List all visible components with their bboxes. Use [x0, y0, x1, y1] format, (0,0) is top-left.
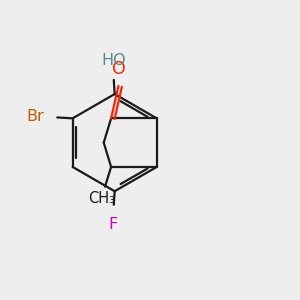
Text: Br: Br	[27, 110, 45, 124]
Text: F: F	[109, 217, 118, 232]
Text: O: O	[112, 60, 125, 78]
Text: HO: HO	[101, 53, 125, 68]
Text: CH₃: CH₃	[88, 191, 115, 206]
